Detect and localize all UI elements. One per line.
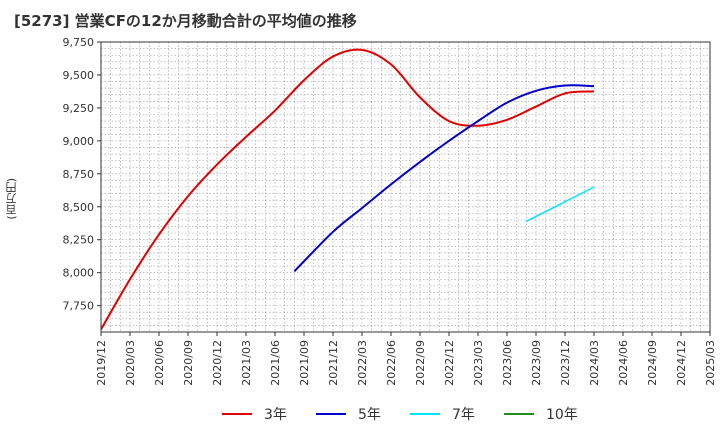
chart-title: [5273] 営業CFの12か月移動合計の平均値の推移: [14, 12, 357, 30]
x-tick-label: 2025/03: [704, 340, 717, 386]
legend-label-1: 3年: [264, 407, 287, 423]
series-line-2: [293, 84, 595, 273]
x-tick-label: 2022/03: [356, 340, 369, 386]
x-tick-label: 2022/06: [385, 340, 398, 386]
x-tick-label: 2023/03: [472, 340, 485, 386]
y-tick-label: 9,500: [63, 69, 95, 82]
legend-label-3: 7年: [452, 407, 475, 423]
x-tick-label: 2021/12: [327, 340, 340, 386]
y-tick-label: 9,000: [63, 135, 95, 148]
x-tick-label: 2020/03: [124, 340, 137, 386]
plot-frame: [100, 41, 711, 333]
x-tick-label: 2024/09: [646, 340, 659, 386]
legend-label-4: 10年: [546, 407, 578, 423]
y-tick-label: 9,250: [63, 102, 95, 115]
legend-label-2: 5年: [358, 407, 381, 423]
y-tick-label: 7,750: [63, 300, 95, 313]
x-tick-label: 2020/06: [153, 340, 166, 386]
x-tick-label: 2021/06: [269, 340, 282, 386]
x-tick-label: 2019/12: [95, 340, 108, 386]
x-tick-label: 2021/09: [298, 340, 311, 386]
x-tick-label: 2023/09: [530, 340, 543, 386]
y-tick-label: 8,750: [63, 168, 95, 181]
y-tick-label: 8,250: [63, 234, 95, 247]
series-line-1: [101, 48, 595, 330]
x-tick-label: 2021/03: [240, 340, 253, 386]
y-tick-label: 9,750: [63, 36, 95, 49]
x-tick-label: 2022/12: [443, 340, 456, 386]
x-tick-label: 2023/06: [501, 340, 514, 386]
x-tick-label: 2022/09: [414, 340, 427, 386]
y-tick-label: 8,000: [63, 267, 95, 280]
x-tick-label: 2024/03: [588, 340, 601, 386]
x-tick-label: 2024/06: [617, 340, 630, 386]
x-tick-label: 2020/12: [211, 340, 224, 386]
y-tick-label: 8,500: [63, 201, 95, 214]
x-tick-label: 2020/09: [182, 340, 195, 386]
x-tick-label: 2024/12: [675, 340, 688, 386]
x-tick-label: 2023/12: [559, 340, 572, 386]
series-line-3: [525, 186, 595, 222]
